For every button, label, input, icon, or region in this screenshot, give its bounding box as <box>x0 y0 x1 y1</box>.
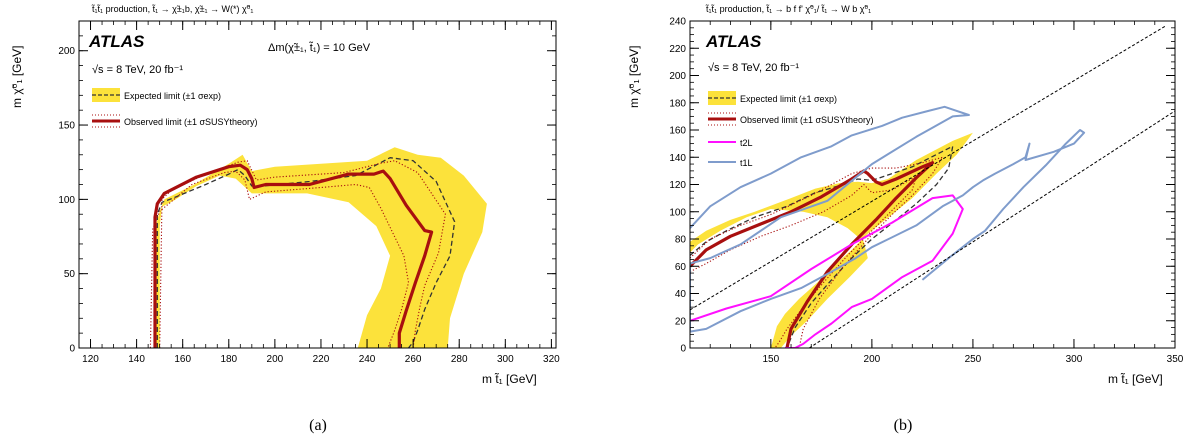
energy-label-a: √s = 8 TeV, 20 fb⁻¹ <box>92 64 183 76</box>
y-tick-label-b: 80 <box>675 235 687 246</box>
atlas-label-a: ATLAS <box>88 32 145 51</box>
y-tick-label-b: 180 <box>669 98 686 109</box>
y-tick-label-b: 120 <box>669 180 686 191</box>
series-a-2-solid <box>153 163 434 348</box>
legend-a: Expected limit (±1 σexp) Observed limit … <box>92 88 258 128</box>
y-tick-label-b: 100 <box>669 207 686 218</box>
y-axis-label-a: m χ̃⁰₁ [GeV] <box>10 45 24 108</box>
series-b-7-kinematic-1 <box>690 25 1166 311</box>
y-tick-label-a: 100 <box>58 195 75 206</box>
series-b-0-band <box>690 132 973 348</box>
x-tick-label-a: 300 <box>497 354 514 365</box>
energy-label-b: √s = 8 TeV, 20 fb⁻¹ <box>708 62 799 74</box>
x-tick-label-a: 240 <box>359 354 376 365</box>
y-axis-label-b: m χ̃⁰₁ [GeV] <box>627 45 641 108</box>
legend-b-observed-label: Observed limit (±1 σSUSYtheory) <box>740 115 874 125</box>
sublabel-b: (b) <box>894 417 913 434</box>
y-tick-label-b: 160 <box>669 126 686 137</box>
series-layer-b <box>690 25 1175 348</box>
y-tick-label-b: 60 <box>675 262 687 273</box>
series-b-3-dotted-upper <box>690 156 944 348</box>
y-tick-label-b: 240 <box>669 17 686 28</box>
plot-area-b <box>690 21 1175 348</box>
series-b-5-solid <box>690 194 964 348</box>
series-b-8-kinematic-2 <box>808 110 1175 348</box>
x-tick-label-a: 220 <box>313 354 330 365</box>
x-tick-label-b: 150 <box>762 354 779 365</box>
sublabel-a: (a) <box>309 417 327 434</box>
y-tick-label-b: 40 <box>675 289 687 300</box>
legend-a-observed-label: Observed limit (±1 σSUSYtheory) <box>124 117 258 127</box>
x-tick-label-b: 200 <box>864 354 881 365</box>
y-tick-label-a: 50 <box>64 269 76 280</box>
mass-splitting-label: Δm(χ̃±₁, t̃₁) = 10 GeV <box>268 41 371 54</box>
axis-ticks-b: 150 200 250 300 350 0 20 40 60 80 100 120 140 160 180 2… <box>669 17 1183 366</box>
process-title-b: t̃₁t̃₁ production, t̃₁ → b f f' χ̃⁰₁/ t̃… <box>705 4 871 14</box>
x-tick-label-a: 320 <box>543 354 560 365</box>
chart-panel-b: t̃₁t̃₁ production, t̃₁ → b f f' χ̃⁰₁/ t̃… <box>627 4 1184 434</box>
y-tick-label-b: 20 <box>675 316 687 327</box>
y-tick-label-b: 140 <box>669 153 686 164</box>
legend-b-t1l-label: t1L <box>740 158 753 168</box>
y-tick-label-b: 200 <box>669 71 686 82</box>
y-tick-label-b: 220 <box>669 44 686 55</box>
axis-ticks-a: 120 140 160 180 200 220 240 260 280 300 320 0 50 100 1… <box>58 20 560 365</box>
x-tick-label-a: 280 <box>451 354 468 365</box>
x-axis-label-a: m t̃₁ [GeV] <box>482 371 537 386</box>
y-tick-label-a: 0 <box>69 344 75 355</box>
x-tick-label-a: 120 <box>82 354 99 365</box>
legend-b-t2l-label: t2L <box>740 138 753 148</box>
x-axis-label-b: m t̃₁ [GeV] <box>1108 371 1163 386</box>
y-tick-label-b: 0 <box>680 344 686 355</box>
legend-b-expected-label: Expected limit (±1 σexp) <box>740 94 837 104</box>
x-tick-label-b: 300 <box>1066 354 1083 365</box>
series-layer-a <box>149 147 487 348</box>
series-a-0-band <box>155 147 487 348</box>
y-tick-label-a: 150 <box>58 121 75 132</box>
atlas-label-b: ATLAS <box>705 32 762 51</box>
x-tick-label-a: 140 <box>128 354 145 365</box>
x-tick-label-a: 180 <box>220 354 237 365</box>
x-tick-label-b: 250 <box>965 354 982 365</box>
x-tick-label-a: 160 <box>174 354 191 365</box>
x-tick-label-a: 200 <box>267 354 284 365</box>
series-a-4-dotted-lower <box>149 170 410 348</box>
x-tick-label-b: 350 <box>1167 354 1184 365</box>
x-tick-label-a: 260 <box>405 354 422 365</box>
legend-b: Expected limit (±1 σexp) Observed limit … <box>708 91 874 168</box>
legend-a-expected-label: Expected limit (±1 σexp) <box>124 91 221 101</box>
process-title-a: t̃₁t̃₁ production, t̃₁ → χ̃±₁b, χ̃±₁ → W… <box>91 4 254 14</box>
chart-panel-a: t̃₁t̃₁ production, t̃₁ → χ̃±₁b, χ̃±₁ → W… <box>10 4 560 434</box>
y-tick-label-a: 200 <box>58 46 75 57</box>
series-b-2-solid <box>690 161 935 348</box>
series-b-6-solid <box>690 105 1086 333</box>
